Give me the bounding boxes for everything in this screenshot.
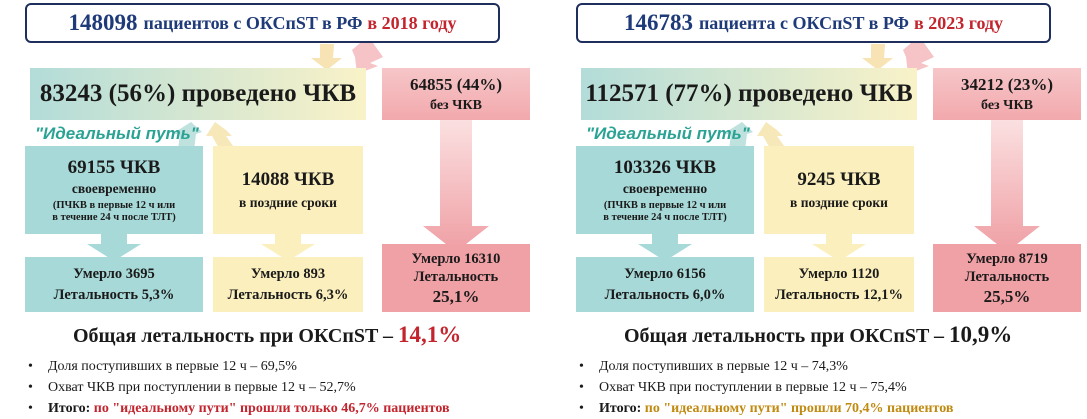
overall-value: 10,9% [949,322,1013,347]
arrow-to-timely [172,122,202,150]
patient-count: 148098 [68,10,138,35]
died-no-pci-pct: 25,1% [432,287,480,306]
died-timely-lethality: Летальность 6,0% [604,286,726,303]
timely-note-2: в течение 24 ч после ТЛТ) [52,211,176,223]
died-timely-lethality: Летальность 5,3% [53,286,175,303]
notes-list: • Доля поступивших в первые 12 ч – 69,5% … [28,356,450,419]
died-late-lethality: Летальность 6,3% [227,286,349,303]
title-text: пациентов с ОКСпST в РФ [143,12,363,33]
notes-list: • Доля поступивших в первые 12 ч – 74,3% … [579,356,953,419]
note-item: • Доля поступивших в первые 12 ч – 74,3% [579,359,848,374]
died-timely-count: Умерло 6156 [624,265,706,282]
died-no-pci-label: Летальность [413,269,499,285]
arrow-to-no-pci [903,36,934,74]
timely-value: 103326 ЧКВ [613,156,717,178]
arrow-to-no-pci [352,36,383,74]
died-no-pci-count: Умерло 8719 [966,251,1048,267]
total-item: • Итого: по "идеальному пути" прошли толь… [28,401,450,416]
arrow-to-timely [723,122,753,150]
late-pci-box: 9245 ЧКВ в поздние сроки [764,146,914,234]
panel-2018: 148098 пациентов с ОКСпST в РФ в 2018 го… [0,0,530,419]
late-value: 14088 ЧКВ [241,169,335,190]
died-late-count: Умерло 893 [250,265,326,282]
overall-value: 14,1% [398,322,462,347]
note-text: Доля поступивших в первые 12 ч – 74,3% [599,359,848,374]
died-late-box: Умерло 1120 Летальность 12,1% [764,257,914,312]
ideal-path-label: "Идеальный путь" [35,124,199,143]
panel-title: 146783 пациента с ОКСпST в РФ в 2023 год… [576,3,1051,43]
timely-note-2: в течение 24 ч после ТЛТ) [603,211,727,223]
timely-pci-box: 69155 ЧКВ своевременно (ПЧКВ в первые 12… [25,146,203,234]
late-value: 9245 ЧКВ [797,169,881,190]
died-no-pci-pct: 25,5% [983,287,1031,306]
timely-note-1: (ПЧКВ в первые 12 ч или [603,199,727,211]
late-label: в поздние сроки [239,195,337,210]
total-prefix: Итого: [48,401,91,416]
no-pci-label: без ЧКВ [981,97,1033,113]
arrow-timely-to-died [638,234,692,261]
died-no-pci-box: Умерло 8719 Летальность 25,5% [933,244,1081,312]
died-timely-count: Умерло 3695 [73,265,155,282]
patient-count: 146783 [623,10,693,35]
late-label: в поздние сроки [790,195,888,210]
pci-total-box: 112571 (77%) проведено ЧКВ [581,68,917,120]
arrow-top-to-pci [862,44,893,70]
no-pci-value: 64855 (44%) [409,74,503,94]
flow-arrows [87,36,489,261]
no-pci-box: 64855 (44%) без ЧКВ [382,68,530,120]
died-late-box: Умерло 893 Летальность 6,3% [213,257,363,312]
died-late-lethality: Летальность 12,1% [775,286,903,303]
note-text: Доля поступивших в первые 12 ч – 69,5% [48,359,297,374]
panel-title: 148098 пациентов с ОКСпST в РФ в 2018 го… [25,3,500,43]
timely-label: своевременно [622,180,708,196]
died-no-pci-label: Летальность [964,269,1050,285]
ideal-path-label: "Идеальный путь" [586,124,750,143]
overall-lethality: Общая летальность при ОКСпST – 10,9% [624,322,1012,348]
note-text: Охват ЧКВ при поступлении в первые 12 ч … [599,380,907,395]
arrow-no-pci-to-died [423,120,489,252]
timely-label: своевременно [71,180,157,196]
died-no-pci-count: Умерло 16310 [411,251,501,267]
note-item: • Доля поступивших в первые 12 ч – 69,5% [28,359,297,374]
total-text: по "идеальному пути" прошли только 46,7%… [93,401,450,416]
arrow-no-pci-to-died [974,120,1040,252]
timely-pci-box: 103326 ЧКВ своевременно (ПЧКВ в первые 1… [576,146,754,234]
total-text: по "идеальному пути" прошли 70,4% пациен… [644,401,954,416]
no-pci-label: без ЧКВ [430,97,482,113]
title-year: в 2023 году [914,12,1004,33]
died-late-count: Умерло 1120 [798,265,880,282]
total-prefix: Итого: [599,401,642,416]
note-item: • Охват ЧКВ при поступлении в первые 12 ч… [28,380,356,395]
timely-note-1: (ПЧКВ в первые 12 ч или [52,199,176,211]
note-text: Охват ЧКВ при поступлении в первые 12 ч … [48,380,356,395]
no-pci-box: 34212 (23%) без ЧКВ [933,68,1081,120]
arrow-timely-to-died [87,234,141,261]
panel-2023: 146783 пациента с ОКСпST в РФ в 2023 год… [551,0,1081,419]
late-pci-box: 14088 ЧКВ в поздние сроки [213,146,363,234]
died-no-pci-box: Умерло 16310 Летальность 25,1% [382,244,530,312]
arrow-to-late [757,122,787,150]
arrow-late-to-died [261,234,315,261]
arrow-top-to-pci [311,44,342,70]
died-timely-box: Умерло 3695 Летальность 5,3% [25,257,203,312]
flow-arrows [638,36,1040,261]
arrow-late-to-died [812,234,866,261]
arrow-to-late [206,122,236,150]
overall-label: Общая летальность при ОКСпST – [624,325,944,347]
died-timely-box: Умерло 6156 Летальность 6,0% [576,257,754,312]
note-item: • Охват ЧКВ при поступлении в первые 12 ч… [579,380,907,395]
title-year: в 2018 году [367,12,457,33]
overall-label: Общая летальность при ОКСпST – [73,325,393,347]
pci-total-box: 83243 (56%) проведено ЧКВ [30,68,366,120]
timely-value: 69155 ЧКВ [67,156,161,178]
total-item: • Итого: по "идеальному пути" прошли 70,4… [579,401,954,416]
no-pci-value: 34212 (23%) [960,74,1054,94]
title-text: пациента с ОКСпST в РФ [698,12,909,33]
overall-lethality: Общая летальность при ОКСпST – 14,1% [73,322,461,348]
